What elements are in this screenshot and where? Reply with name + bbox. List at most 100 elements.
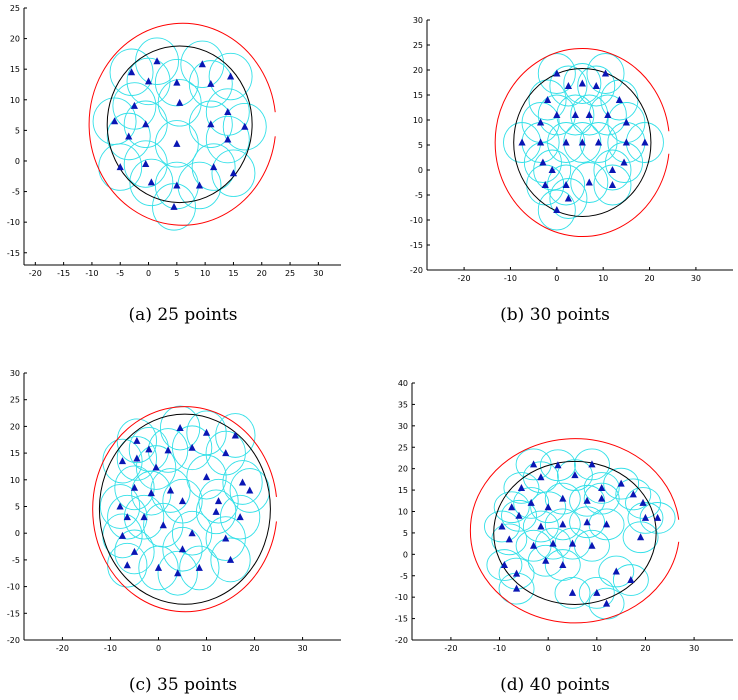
sensor-point-marker <box>229 169 238 177</box>
coverage-circle <box>116 436 158 481</box>
y-tick-label: -20 <box>7 636 20 645</box>
sensor-point-marker <box>571 471 579 479</box>
panel-a: -20 -15 -10 -5 0 5 10 15 20 25 30 -15 -10 -5 0 5 10 15 20 2… <box>7 4 341 278</box>
sensor-point-marker <box>612 567 620 575</box>
y-tick-label: 25 <box>413 41 423 50</box>
sensor-point-marker <box>173 139 181 147</box>
sensor-point-marker <box>159 521 167 529</box>
coverage-circle <box>114 465 155 511</box>
caption-d: (d) 40 points <box>500 675 610 695</box>
sensor-point-marker <box>176 98 184 106</box>
plot-area <box>92 405 277 613</box>
coverage-circle <box>171 425 213 471</box>
x-tick-label: -10 <box>104 644 117 653</box>
sensor-point-marker <box>622 138 630 146</box>
sensor-point-marker <box>629 490 637 498</box>
coverage-circle <box>171 510 213 556</box>
sensor-point-marker <box>548 166 556 173</box>
y-tick-label: 10 <box>398 508 408 517</box>
sensor-point-marker <box>604 111 612 118</box>
y-tick-label: -15 <box>7 609 20 618</box>
y-tick-label: -10 <box>395 593 408 602</box>
coverage-circle <box>544 508 581 541</box>
sensor-point-marker <box>517 483 526 491</box>
x-tick-label: 30 <box>297 644 307 653</box>
coverage-circle <box>598 555 635 588</box>
coverage-circle <box>547 122 586 163</box>
sensor-point-marker <box>568 539 577 547</box>
inner-boundary-circle <box>493 460 657 605</box>
sensor-point-marker <box>515 511 523 519</box>
x-tick-label: 20 <box>257 269 267 278</box>
sensor-point-marker <box>500 561 509 569</box>
x-tick-label: 20 <box>644 274 654 283</box>
sensor-point-marker <box>152 463 160 471</box>
sensor-point-marker <box>147 489 155 497</box>
coverage-circle <box>537 53 576 94</box>
x-tick-label: 10 <box>201 644 211 653</box>
plot-area <box>494 48 670 237</box>
coverage-circle <box>98 143 143 191</box>
sensor-point-marker <box>173 78 181 86</box>
coverage-circle <box>486 549 523 581</box>
sensor-point-marker <box>142 120 150 128</box>
sensor-point-marker <box>210 163 218 171</box>
sensor-point-marker <box>615 96 624 103</box>
x-tick-label: -20 <box>458 274 471 283</box>
coverage-circle <box>554 577 591 609</box>
x-tick-label: -20 <box>29 269 42 278</box>
plot-area <box>469 438 680 624</box>
plot-area <box>88 22 276 231</box>
sensor-point-marker <box>164 446 172 454</box>
coverage-circle <box>513 487 550 519</box>
y-tick-label: 20 <box>10 35 20 44</box>
coverage-circle <box>570 162 609 203</box>
inner-boundary-circle <box>106 45 253 204</box>
x-tick-label: -10 <box>493 644 506 653</box>
sensor-point-marker <box>559 561 567 569</box>
coverage-circle <box>154 58 199 107</box>
coverage-circle <box>215 413 256 458</box>
x-tick-label: -10 <box>504 274 517 283</box>
y-tick-label: 25 <box>398 443 408 452</box>
y-tick-label: 0 <box>418 166 423 175</box>
coverage-circle <box>537 189 576 231</box>
y-tick-label: 20 <box>413 66 423 75</box>
coverage-circle <box>579 122 618 163</box>
coverage-circle <box>549 178 588 219</box>
sensor-point-marker <box>622 118 630 126</box>
coverage-circle <box>138 545 179 591</box>
x-tick-label: -20 <box>444 644 457 653</box>
panel-d: -20 -10 0 10 20 30 -20 -15 -10 -5 0 5 10 15 20 25 30 35 40 <box>395 379 733 653</box>
coverage-circle <box>154 120 199 168</box>
sensor-point-marker <box>578 79 586 87</box>
sensor-point-marker <box>529 541 538 549</box>
coverage-circle <box>583 472 620 504</box>
sensor-point-marker <box>505 535 513 543</box>
sensor-point-marker <box>188 443 196 451</box>
coverage-circle <box>211 149 256 197</box>
coverage-circle <box>186 454 227 500</box>
coverage-circle <box>593 164 632 206</box>
y-tick-label: -15 <box>410 241 423 250</box>
coverage-circle <box>152 183 196 231</box>
sensor-point-marker <box>140 513 148 521</box>
coverage-circle <box>191 143 236 191</box>
sensor-point-marker <box>585 111 593 118</box>
coverage-circle <box>102 438 143 484</box>
coverage-circle <box>123 100 168 148</box>
outer-boundary-circle <box>469 438 680 624</box>
coverage-circle <box>205 516 246 561</box>
sensor-point-marker <box>594 138 603 146</box>
sensor-point-marker <box>512 569 521 577</box>
coverage-circle <box>563 63 602 104</box>
coverage-circle <box>157 79 202 127</box>
x-tick-label: 30 <box>691 274 701 283</box>
sensor-point-marker <box>118 457 127 465</box>
sensor-point-marker <box>207 120 215 128</box>
coverage-circle <box>577 65 616 107</box>
sensor-point-marker <box>608 181 617 188</box>
x-tick-label: 0 <box>546 644 551 653</box>
coverage-circle <box>586 53 625 94</box>
